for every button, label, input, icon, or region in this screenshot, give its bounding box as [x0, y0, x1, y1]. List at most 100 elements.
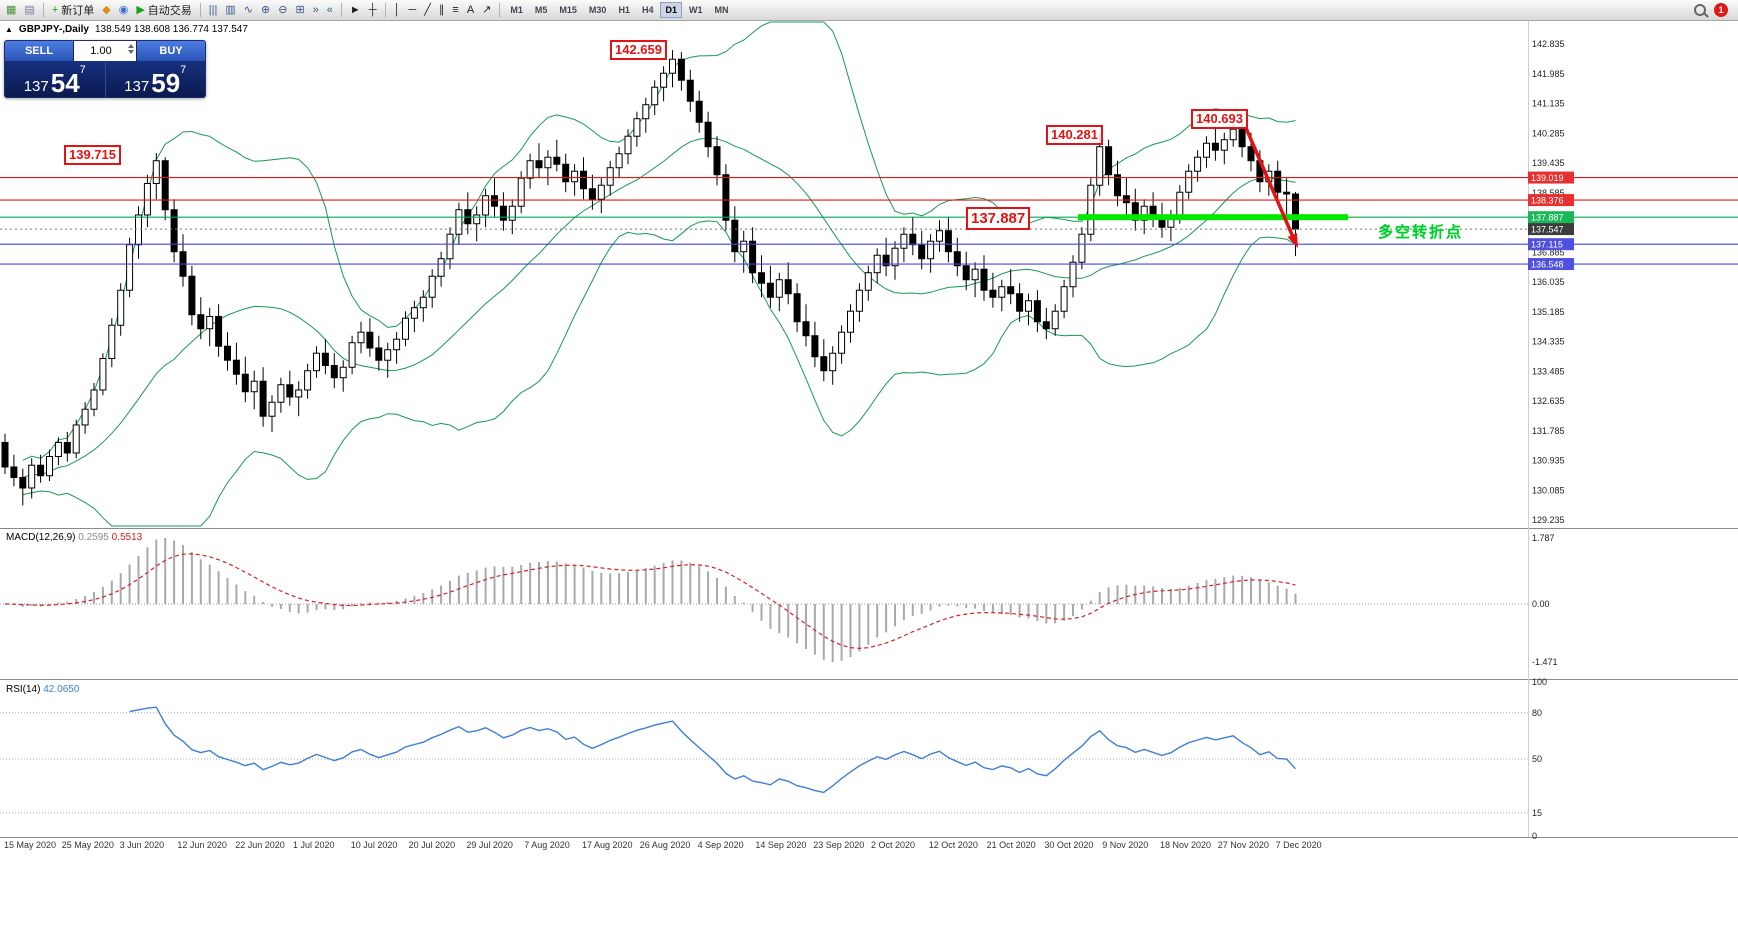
autotrading-button[interactable]: ▶ 自动交易	[132, 1, 195, 19]
zoom-out-icon[interactable]: ⊖	[274, 1, 291, 19]
bollinger-lower-band	[22, 220, 1296, 527]
timeframe-m1[interactable]: M1	[505, 2, 528, 18]
chart-canvas[interactable]: 142.835 141.985 141.135 140.285 139.435 138.5…	[0, 20, 1738, 943]
line-chart-icon[interactable]: ∿	[240, 1, 257, 19]
volume-spinner	[128, 44, 134, 54]
new-order-button-label: 新订单	[61, 5, 95, 17]
timeframe-h1[interactable]: H1	[613, 2, 635, 18]
fibonacci-icon[interactable]: ≡	[448, 1, 462, 19]
timeframe-d1[interactable]: D1	[660, 2, 682, 18]
text-icon[interactable]: A	[463, 1, 478, 19]
volume-input[interactable]	[74, 41, 136, 61]
buy-price-button[interactable]: 137 59 7	[106, 61, 206, 97]
toolbar-separator	[384, 3, 386, 17]
symbol-period-label: GBPJPY-,Daily	[18, 24, 89, 35]
cursor-icon[interactable]: ►	[346, 1, 365, 19]
volume-increase-icon[interactable]	[128, 44, 134, 48]
bar-chart-icon: |||	[208, 3, 218, 16]
new-chart-icon[interactable]: ▦	[2, 1, 20, 19]
chart-shift-icon[interactable]: «	[323, 1, 337, 19]
auto-scroll-icon[interactable]: »	[309, 1, 323, 19]
price-axis-label: 133.485	[1532, 366, 1565, 376]
toolbar-separator	[199, 3, 201, 17]
timeframe-w1[interactable]: W1	[684, 2, 708, 18]
price-axis-label: 139.435	[1532, 158, 1565, 168]
svg-text:139.019: 139.019	[1531, 173, 1564, 183]
date-axis-label: 7 Dec 2020	[1276, 840, 1322, 850]
metaeditor-icon[interactable]: ◆	[98, 1, 114, 19]
svg-text:137.547: 137.547	[1531, 225, 1564, 235]
date-axis-label: 25 May 2020	[62, 840, 114, 850]
tile-windows-icon[interactable]: ⊞	[291, 1, 308, 19]
timeframe-bar: M1 M5 M15 M30 H1 H4 D1 W1 MN	[504, 2, 734, 18]
candlestick-icon: ▥	[225, 3, 236, 16]
new-chart-icon: ▦	[6, 3, 17, 16]
profiles-icon[interactable]: ▤	[20, 1, 38, 19]
date-axis-label: 18 Nov 2020	[1160, 840, 1211, 850]
price-annotation: 140.281	[1046, 125, 1103, 145]
notification-badge[interactable]: 1	[1714, 3, 1728, 17]
trendline-icon[interactable]: ╱	[420, 1, 435, 19]
profiles-icon: ▤	[24, 3, 35, 16]
rsi-axis-label: 80	[1532, 708, 1542, 718]
arrows-icon[interactable]: ↗	[478, 1, 495, 19]
trendline-icon: ╱	[424, 3, 431, 16]
zoom-in-icon: ⊕	[261, 3, 271, 16]
price-annotation: 140.693	[1191, 109, 1248, 129]
one-click-trading-panel: SELL BUY 137 54 7 137 59 7	[4, 40, 206, 98]
vertical-line-icon[interactable]: │	[390, 1, 405, 19]
date-axis-label: 22 Jun 2020	[235, 840, 285, 850]
date-axis-label: 1 Jul 2020	[293, 840, 335, 850]
timeframe-h4[interactable]: H4	[637, 2, 659, 18]
price-axis-label: 142.835	[1532, 39, 1565, 49]
expert-advisors-icon[interactable]: ◉	[115, 1, 133, 19]
date-axis-label: 12 Oct 2020	[929, 840, 978, 850]
price-axis-label: 134.335	[1532, 337, 1565, 347]
toolbar-separator	[340, 3, 342, 17]
price-axis-label: 141.985	[1532, 69, 1565, 79]
timeframe-m30[interactable]: M30	[584, 2, 612, 18]
buy-header-button[interactable]: BUY	[137, 41, 205, 61]
timeframe-m15[interactable]: M15	[554, 2, 582, 18]
price-axis-label: 129.235	[1532, 515, 1565, 525]
auto-scroll-icon: »	[312, 3, 319, 16]
date-axis-label: 15 May 2020	[4, 840, 56, 850]
price-axis-label: 132.635	[1532, 396, 1565, 406]
date-axis-label: 21 Oct 2020	[987, 840, 1036, 850]
sell-price-button[interactable]: 137 54 7	[5, 61, 106, 97]
date-axis-label: 23 Sep 2020	[813, 840, 864, 850]
candlestick-icon[interactable]: ▥	[221, 1, 239, 19]
horizontal-line-icon[interactable]: ─	[404, 1, 420, 19]
date-axis-label: 10 Jul 2020	[351, 840, 398, 850]
bar-chart-icon[interactable]: |||	[205, 1, 222, 19]
candlesticks	[1, 50, 1299, 506]
buy-price-big: 59	[151, 68, 181, 98]
collapse-panel-icon[interactable]: ▲	[5, 25, 13, 34]
timeframe-m5[interactable]: M5	[530, 2, 553, 18]
volume-decrease-icon[interactable]	[128, 50, 134, 54]
buy-price-sup: 7	[180, 64, 187, 76]
crosshair-icon[interactable]: ┼	[365, 1, 381, 19]
sell-header-button[interactable]: SELL	[5, 41, 73, 61]
bollinger-middle-band	[22, 137, 1296, 478]
new-order-button[interactable]: + 新订单	[48, 1, 98, 19]
sell-arrow-icon[interactable]	[1287, 233, 1299, 248]
toolbar-separator	[42, 3, 44, 17]
macd-name: MACD(12,26,9)	[6, 532, 76, 543]
volume-control	[73, 41, 137, 61]
date-axis-label: 26 Aug 2020	[640, 840, 691, 850]
price-axis-label: 138.585	[1532, 188, 1565, 198]
search-icon[interactable]	[1694, 4, 1706, 16]
metaeditor-icon: ◆	[102, 3, 111, 16]
macd-histogram	[12, 538, 1297, 662]
support-zone-line[interactable]	[1078, 214, 1348, 221]
date-axis-label: 29 Jul 2020	[466, 840, 513, 850]
price-annotation: 142.659	[610, 40, 667, 60]
zoom-in-icon[interactable]: ⊕	[257, 1, 274, 19]
price-axis-label: 135.185	[1532, 307, 1565, 317]
main-toolbar: ▦ ▤ + 新订单 ◆ ◉ ▶ 自动交易 ||| ▥ ∿ ⊕ ⊖ ⊞ » « ► ┼ │ ─ ╱ ∥ ≡ A ↗ M1 M5 M15…	[0, 0, 1738, 21]
date-axis-label: 27 Nov 2020	[1218, 840, 1269, 850]
timeframe-mn[interactable]: MN	[709, 2, 733, 18]
date-axis-label: 12 Jun 2020	[177, 840, 227, 850]
channel-icon[interactable]: ∥	[435, 1, 449, 19]
